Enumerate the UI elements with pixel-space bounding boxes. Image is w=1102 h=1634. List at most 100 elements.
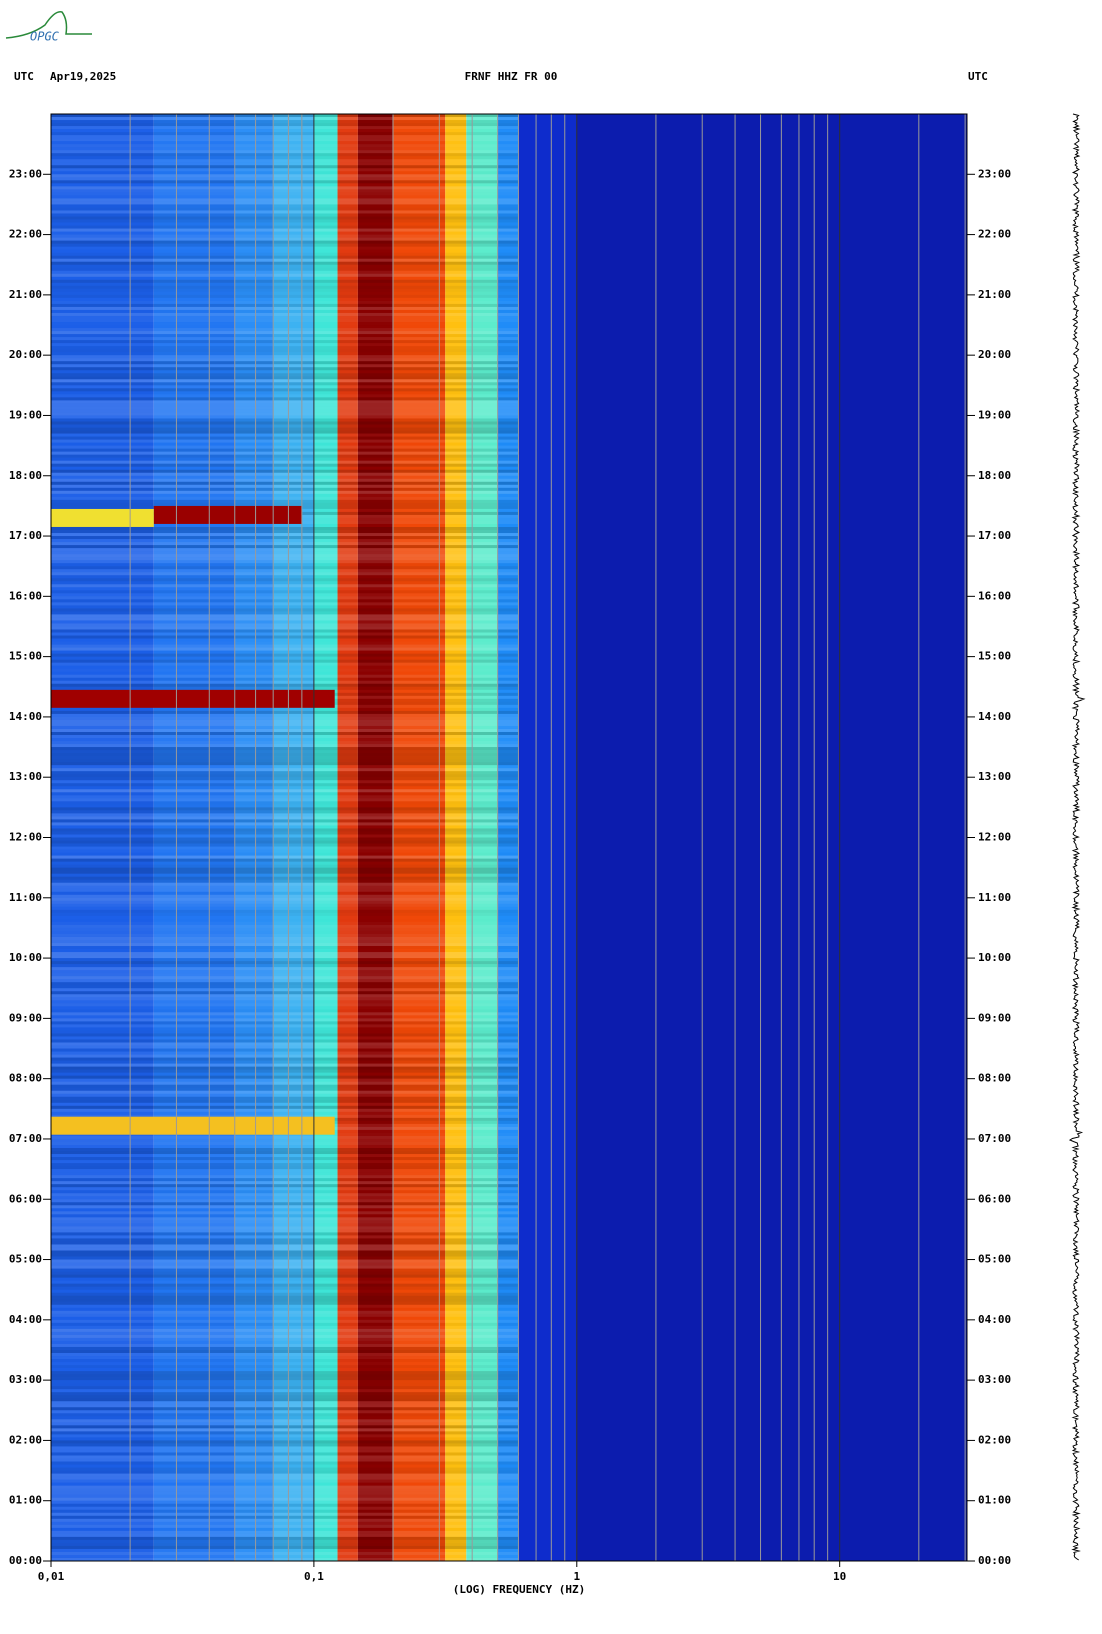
texture	[51, 1380, 519, 1384]
texture	[51, 261, 519, 265]
texture	[51, 355, 519, 359]
texture	[51, 1145, 518, 1148]
texture	[51, 292, 518, 295]
y-tick-label-right: 10:00	[978, 951, 1011, 964]
texture	[51, 913, 518, 916]
texture	[51, 183, 518, 186]
texture	[51, 1141, 519, 1145]
texture	[51, 1042, 519, 1046]
texture	[51, 843, 519, 847]
texture	[51, 315, 519, 319]
texture	[51, 1341, 518, 1344]
texture	[51, 659, 519, 663]
texture	[51, 159, 519, 163]
y-tick-label-right: 01:00	[978, 1494, 1011, 1507]
y-tick-label-right: 04:00	[978, 1313, 1011, 1326]
texture	[51, 1494, 519, 1498]
texture	[51, 964, 519, 968]
texture	[51, 427, 519, 431]
y-tick-label: 13:00	[9, 770, 42, 783]
y-tick-label: 20:00	[9, 348, 42, 361]
texture	[51, 1488, 519, 1492]
texture	[51, 467, 518, 470]
texture	[51, 1352, 519, 1357]
texture	[51, 765, 518, 768]
texture	[51, 361, 519, 365]
texture	[51, 629, 519, 633]
texture	[51, 352, 518, 355]
texture	[51, 1497, 519, 1501]
texture	[51, 853, 518, 856]
texture	[51, 415, 519, 419]
texture	[51, 1051, 519, 1055]
texture	[51, 930, 519, 934]
texture	[51, 1452, 519, 1456]
texture	[51, 572, 519, 576]
texture	[51, 318, 519, 323]
texture	[51, 1033, 519, 1037]
y-tick-label: 05:00	[9, 1253, 42, 1266]
texture	[51, 1057, 519, 1061]
spectral-band	[337, 114, 358, 1561]
texture	[51, 1021, 519, 1025]
texture	[51, 864, 519, 868]
spectral-band	[51, 114, 154, 1561]
texture	[51, 662, 519, 666]
texture	[51, 596, 519, 600]
texture	[51, 1286, 519, 1290]
texture	[51, 1220, 519, 1224]
texture	[51, 924, 519, 928]
texture	[51, 1114, 519, 1118]
spectral-band	[313, 114, 338, 1561]
texture	[51, 1066, 519, 1070]
logo: OPGC	[30, 30, 60, 44]
texture	[51, 840, 519, 844]
texture	[51, 1232, 519, 1236]
y-tick-label: 23:00	[9, 167, 42, 180]
texture	[51, 909, 519, 913]
x-tick-label: 1	[573, 1570, 580, 1583]
texture	[51, 1407, 519, 1411]
texture	[51, 988, 519, 992]
texture	[51, 774, 519, 778]
texture	[51, 858, 519, 862]
texture	[51, 285, 519, 289]
texture	[51, 834, 518, 837]
texture	[51, 967, 519, 971]
y-tick-label-right: 22:00	[978, 228, 1011, 241]
texture	[51, 1078, 519, 1082]
texture	[51, 716, 519, 720]
texture	[51, 1148, 519, 1152]
y-tick-label: 00:00	[9, 1554, 42, 1567]
texture	[51, 1365, 519, 1369]
y-tick-label: 19:00	[9, 408, 42, 421]
texture	[51, 982, 519, 986]
texture	[51, 602, 519, 606]
texture	[51, 1404, 519, 1408]
texture	[51, 1337, 519, 1341]
texture	[51, 364, 519, 368]
texture	[51, 1105, 519, 1109]
y-tick-label: 06:00	[9, 1192, 42, 1205]
texture	[51, 1157, 519, 1161]
texture	[51, 1301, 519, 1305]
texture	[51, 370, 518, 373]
texture	[51, 1250, 519, 1254]
y-tick-label-right: 05:00	[978, 1253, 1011, 1266]
texture	[51, 445, 519, 449]
texture	[51, 300, 519, 304]
y-tick-label: 03:00	[9, 1373, 42, 1386]
texture	[51, 391, 518, 394]
texture	[51, 1389, 519, 1393]
texture	[51, 874, 518, 877]
texture	[51, 642, 518, 645]
texture	[51, 569, 519, 573]
texture	[51, 1211, 519, 1215]
texture	[51, 581, 518, 584]
texture	[51, 1003, 519, 1007]
texture	[51, 114, 519, 118]
texture	[51, 846, 519, 850]
y-tick-label-right: 13:00	[978, 770, 1011, 783]
texture	[51, 997, 519, 1001]
texture	[51, 985, 519, 989]
